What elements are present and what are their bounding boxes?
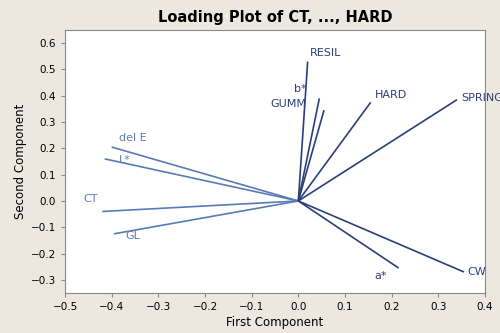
Text: RESIL: RESIL <box>310 48 342 58</box>
Title: Loading Plot of CT, ..., HARD: Loading Plot of CT, ..., HARD <box>158 10 392 25</box>
Text: CT: CT <box>83 194 98 204</box>
Text: L*: L* <box>118 155 130 165</box>
X-axis label: First Component: First Component <box>226 316 324 329</box>
Y-axis label: Second Component: Second Component <box>14 104 26 219</box>
Text: HARD: HARD <box>376 90 408 100</box>
Text: b*: b* <box>294 85 306 95</box>
Text: CW: CW <box>468 267 486 277</box>
Text: GL: GL <box>126 231 140 241</box>
Text: a*: a* <box>374 271 387 281</box>
Text: SPRING: SPRING <box>462 93 500 103</box>
Text: del E: del E <box>118 133 146 143</box>
Text: GUMM: GUMM <box>270 100 306 110</box>
